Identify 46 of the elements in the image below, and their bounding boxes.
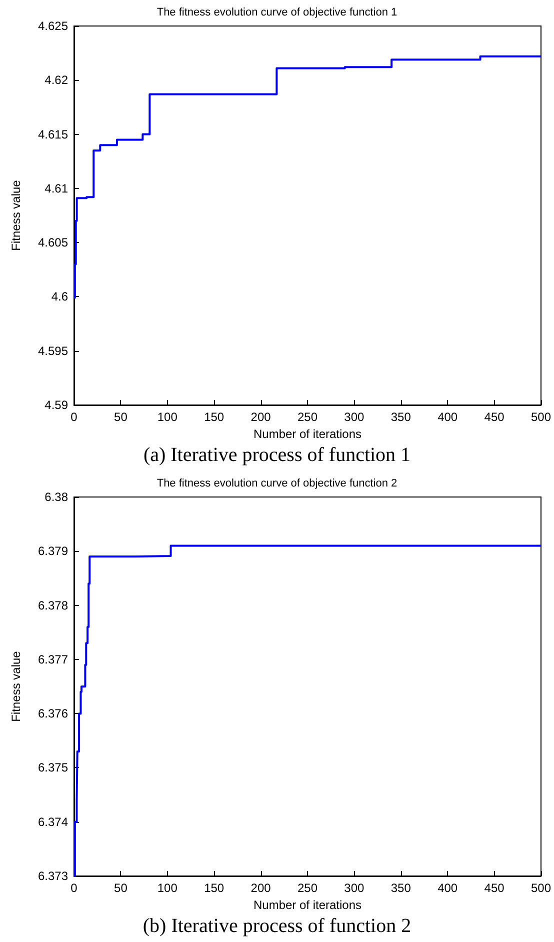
y-tick-label: 6.376 bbox=[38, 706, 68, 721]
y-tick-label: 4.59 bbox=[44, 398, 68, 412]
x-tick-label: 350 bbox=[390, 410, 412, 424]
chart-title: The fitness evolution curve of objective function 1 bbox=[156, 6, 398, 18]
text: (a) Iterative process of function 1 bbox=[143, 444, 411, 466]
x-tick-label: 250 bbox=[297, 410, 318, 424]
x-tick-label: 500 bbox=[530, 410, 552, 424]
x-tick-label: 0 bbox=[70, 881, 78, 895]
y-tick-label: 6.379 bbox=[38, 544, 68, 558]
y-tick-label: 4.62 bbox=[44, 73, 68, 88]
y-tick-label: 4.615 bbox=[38, 127, 68, 142]
x-tick-label: 500 bbox=[530, 881, 552, 895]
x-tick-label: 50 bbox=[114, 881, 128, 895]
x-tick-label: 0 bbox=[70, 410, 78, 424]
x-tick-label: 400 bbox=[438, 881, 458, 895]
x-tick-label: 150 bbox=[204, 881, 224, 895]
x-axis-title: Number of iterations bbox=[253, 426, 362, 441]
x-tick-label: 350 bbox=[390, 881, 412, 895]
x-tick-label: 300 bbox=[344, 410, 365, 424]
y-tick-label: 6.38 bbox=[44, 490, 68, 504]
y-axis-title: Fitness value bbox=[9, 650, 23, 722]
y-tick-label: 6.373 bbox=[38, 869, 68, 883]
x-tick-label: 50 bbox=[114, 410, 128, 424]
x-tick-label: 150 bbox=[204, 410, 224, 424]
y-tick-label: 4.61 bbox=[44, 181, 68, 196]
y-axis-title: Fitness value bbox=[9, 180, 23, 251]
chart-title: The fitness evolution curve of objective function 2 bbox=[156, 478, 398, 490]
y-tick-label: 6.377 bbox=[38, 652, 68, 666]
y-tick-label: 6.378 bbox=[38, 598, 68, 612]
x-tick-label: 250 bbox=[297, 881, 318, 895]
x-tick-label: 400 bbox=[438, 410, 458, 424]
y-tick-label: 4.625 bbox=[38, 19, 68, 33]
y-tick-label: 4.605 bbox=[38, 236, 68, 250]
y-tick-label: 6.375 bbox=[38, 760, 68, 775]
x-tick-label: 200 bbox=[250, 410, 272, 424]
x-tick-label: 300 bbox=[344, 881, 365, 895]
x-tick-label: 450 bbox=[484, 881, 505, 895]
x-axis-title: Number of iterations bbox=[253, 898, 362, 912]
y-tick-label: 6.374 bbox=[38, 814, 68, 829]
x-tick-label: 200 bbox=[250, 881, 272, 895]
x-tick-label: 100 bbox=[157, 881, 178, 895]
x-tick-label: 450 bbox=[484, 410, 505, 424]
x-tick-label: 100 bbox=[157, 410, 178, 424]
text: (b) Iterative process of function 2 bbox=[142, 915, 412, 937]
y-tick-label: 4.595 bbox=[38, 344, 68, 358]
y-tick-label: 4.6 bbox=[51, 290, 68, 304]
